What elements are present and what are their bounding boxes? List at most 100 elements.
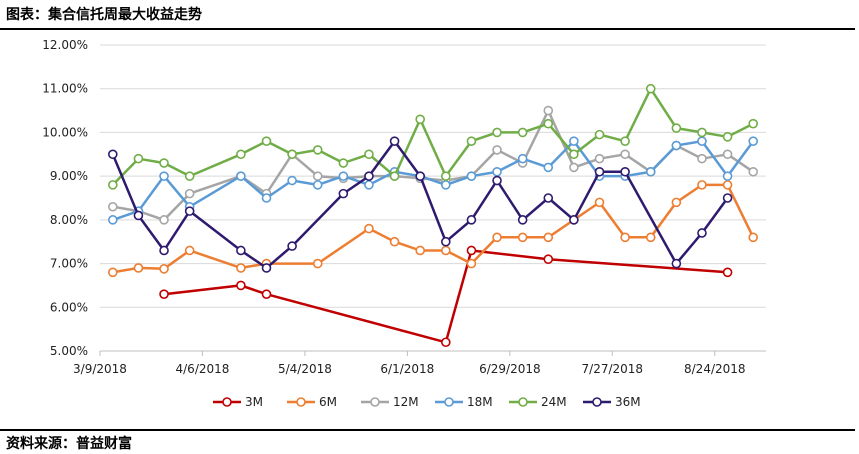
data-point: [312, 258, 323, 269]
data-point: [133, 263, 144, 273]
data-point: [108, 267, 118, 278]
data-point: [620, 232, 630, 243]
data-point: [108, 201, 118, 212]
x-tick-label: 3/9/2018: [73, 362, 127, 376]
data-point: [159, 289, 169, 299]
data-point: [159, 215, 169, 225]
data-point: [620, 149, 630, 160]
legend-label: 3M: [245, 395, 263, 409]
data-point: [748, 232, 758, 243]
data-point: [569, 162, 579, 173]
data-point: [338, 188, 349, 199]
data-point: [261, 193, 272, 203]
data-point: [517, 215, 528, 225]
bottom-rule: [0, 429, 855, 431]
data-point: [697, 136, 707, 146]
data-point: [364, 149, 374, 160]
legend-item-12m: 12M: [361, 395, 419, 409]
data-point: [364, 223, 374, 234]
data-point: [236, 149, 246, 160]
data-point: [671, 140, 682, 151]
data-point: [184, 245, 195, 256]
x-tick-label: 5/4/2018: [278, 362, 332, 376]
data-point: [517, 232, 528, 243]
data-point: [312, 180, 323, 190]
data-point: [287, 241, 297, 251]
data-point: [569, 215, 579, 225]
legend-item-24m: 24M: [509, 395, 567, 409]
data-point: [287, 175, 297, 186]
data-point: [492, 127, 502, 138]
data-point: [236, 245, 246, 256]
legend-label: 18M: [467, 395, 493, 409]
data-point: [466, 215, 477, 225]
y-tick-label: 9.00%: [50, 169, 88, 183]
data-point: [108, 180, 118, 190]
series-line: [111, 87, 754, 186]
data-point: [569, 136, 579, 146]
data-point: [492, 232, 502, 243]
data-point: [569, 149, 579, 160]
data-point: [671, 197, 682, 208]
data-point: [108, 215, 118, 225]
data-point: [133, 153, 144, 164]
x-tick-label: 6/1/2018: [380, 362, 434, 376]
data-point: [441, 236, 451, 247]
legend-label: 6M: [319, 395, 337, 409]
y-tick-label: 11.00%: [42, 82, 88, 96]
y-tick-label: 10.00%: [42, 125, 88, 139]
data-point: [697, 180, 707, 190]
data-point: [261, 289, 272, 299]
data-point: [492, 145, 502, 155]
data-point: [594, 166, 605, 177]
data-point: [620, 136, 630, 146]
data-point: [415, 171, 425, 181]
legend-label: 36M: [615, 395, 641, 409]
data-point: [312, 145, 323, 155]
data-point: [441, 337, 451, 348]
legend-item-36m: 36M: [583, 395, 641, 409]
data-point: [466, 258, 477, 269]
data-point: [389, 236, 400, 247]
data-point: [287, 149, 297, 160]
data-point: [748, 166, 758, 177]
data-point: [184, 206, 195, 216]
data-point: [236, 263, 246, 273]
data-point: [236, 280, 246, 291]
legend-marker: [370, 397, 380, 407]
data-point: [671, 258, 682, 269]
y-axis-ticks: 5.00% 6.00% 7.00% 8.00% 9.00% 10.00% 11.00% 12.…: [42, 38, 88, 358]
data-point: [441, 245, 451, 256]
x-axis: 3/9/2018 4/6/2018 5/4/2018 6/1/2018 6/29/201…: [73, 350, 766, 376]
data-point: [492, 166, 502, 177]
data-point: [722, 267, 733, 278]
data-point: [159, 158, 169, 168]
y-tick-label: 7.00%: [50, 257, 88, 271]
legend-item-6m: 6M: [287, 395, 337, 409]
data-point: [517, 127, 528, 138]
series-3m: [159, 245, 733, 348]
data-point: [441, 171, 451, 181]
x-tick-label: 8/24/2018: [684, 362, 746, 376]
series-line: [163, 249, 728, 344]
data-point: [517, 153, 528, 164]
data-point: [466, 245, 477, 256]
y-tick-label: 12.00%: [42, 38, 88, 52]
data-point: [364, 180, 374, 190]
data-point: [722, 149, 733, 160]
data-point: [184, 188, 195, 199]
series-line: [111, 139, 729, 270]
legend-item-3m: 3M: [213, 395, 263, 409]
chart-title: 图表：集合信托周最大收益走势: [6, 7, 202, 23]
data-point: [543, 105, 554, 116]
y-tick-label: 8.00%: [50, 213, 88, 227]
x-tick-label: 7/27/2018: [582, 362, 644, 376]
series-group: [108, 83, 758, 348]
data-point: [645, 83, 656, 94]
data-point: [159, 171, 169, 181]
data-point: [722, 193, 733, 203]
data-point: [338, 171, 349, 181]
data-point: [697, 228, 707, 238]
data-point: [671, 123, 682, 133]
data-point: [466, 136, 477, 146]
